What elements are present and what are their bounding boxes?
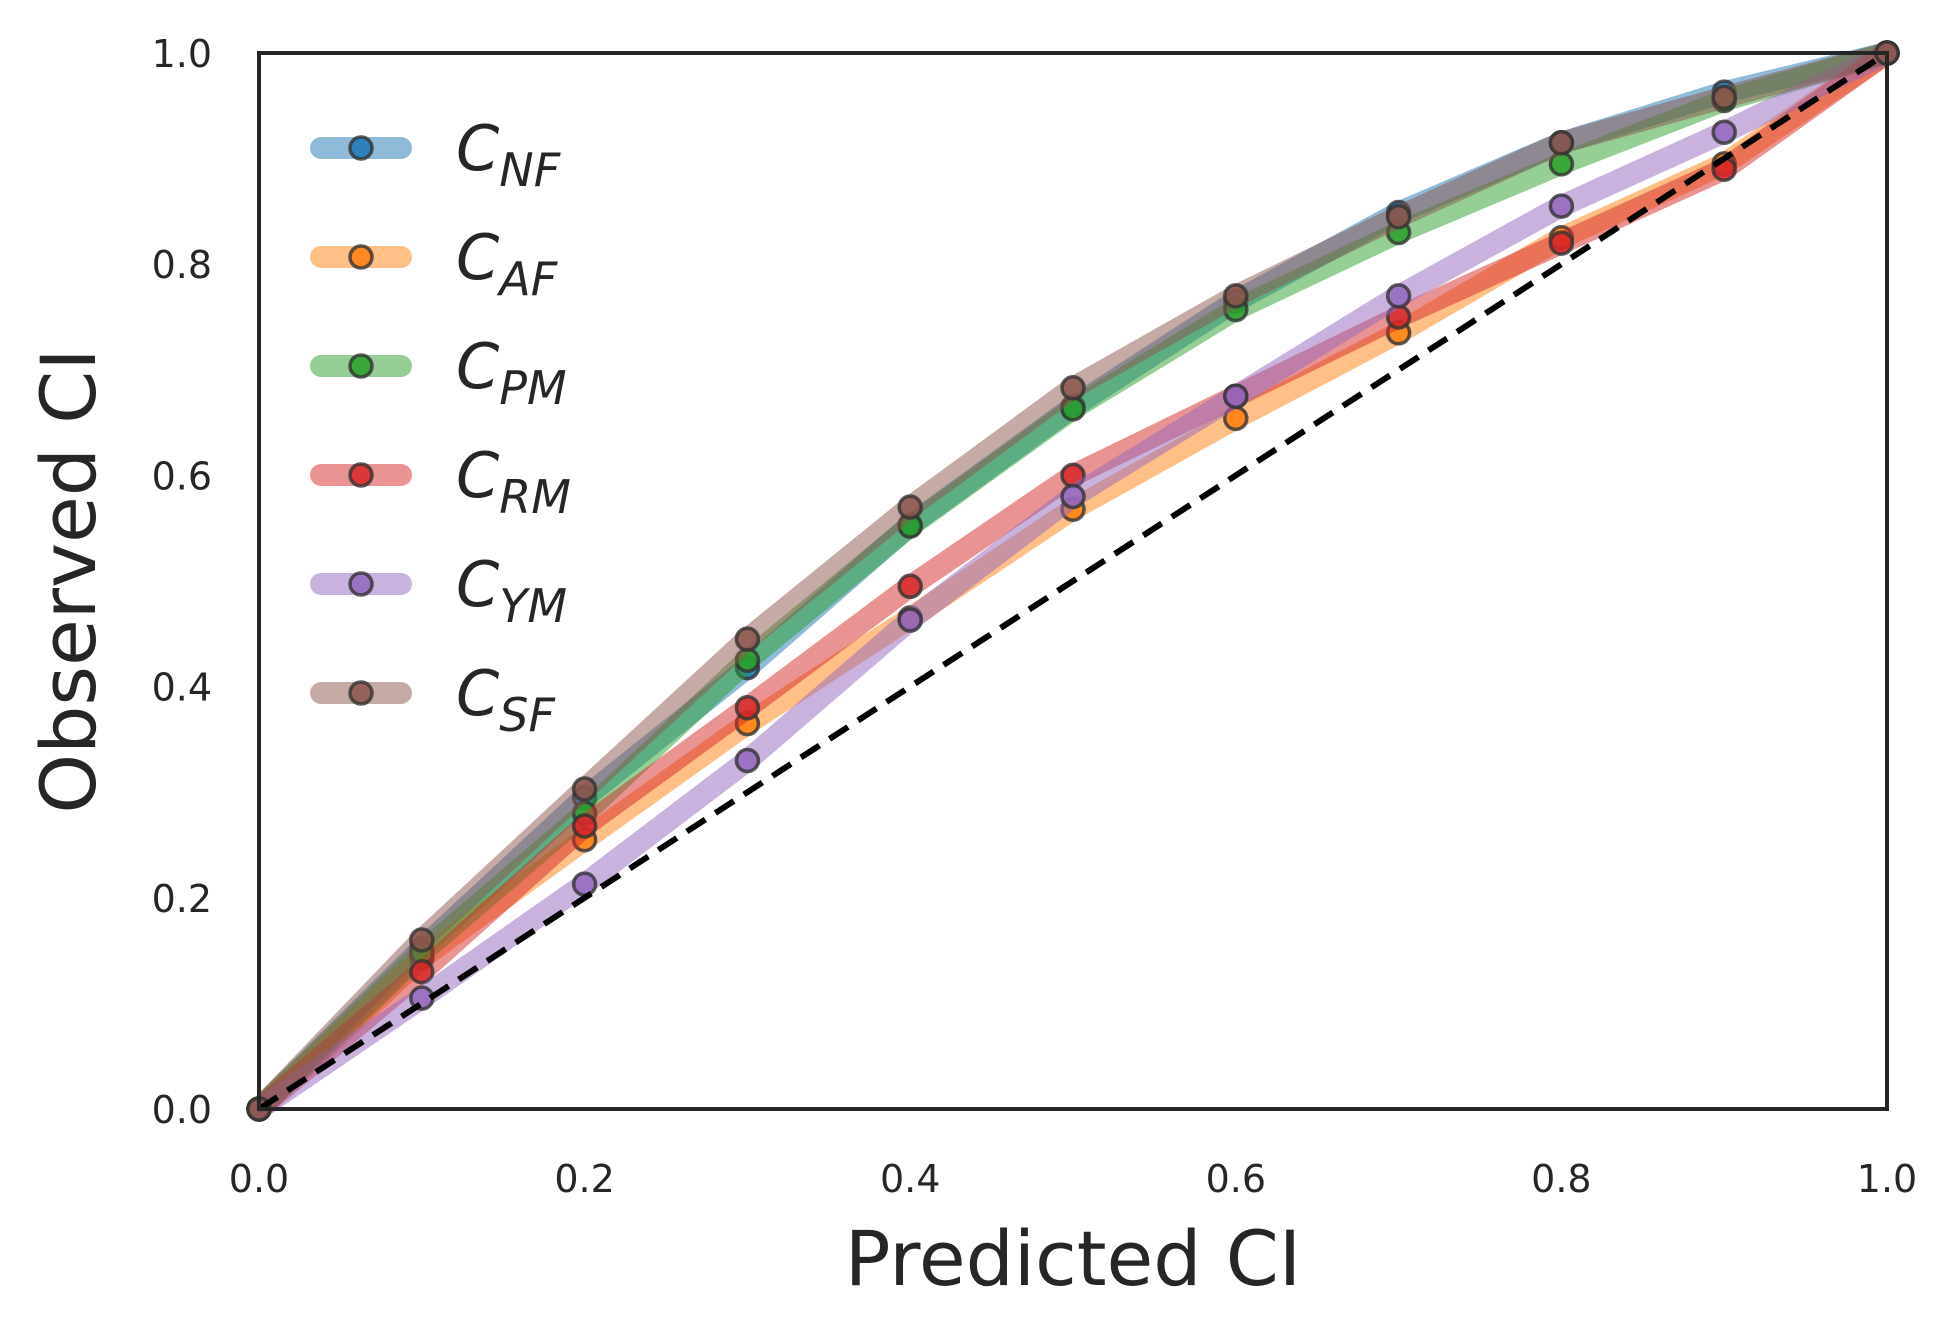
data-point <box>1060 483 1086 510</box>
series-sf <box>246 40 1900 1122</box>
y-tick-label: 0.6 <box>152 454 212 498</box>
legend-label: CYM <box>456 548 567 633</box>
data-point <box>571 813 598 839</box>
data-point <box>734 747 761 774</box>
legend-label: CNF <box>456 112 561 197</box>
x-tick-label: 0.8 <box>1531 1157 1591 1201</box>
data-point <box>734 694 761 721</box>
legend-label-subscript: SF <box>499 688 555 742</box>
y-axis-ticks: 0.0 0.2 0.4 0.6 0.8 1.0 <box>152 32 212 1132</box>
data-point <box>409 958 435 985</box>
y-tick-label: 0.4 <box>152 666 212 710</box>
legend-label-subscript: PM <box>499 361 566 415</box>
x-axis-ticks: 0.0 0.2 0.4 0.6 0.8 1.0 <box>229 1157 1917 1201</box>
y-tick-label: 1.0 <box>152 32 212 76</box>
data-point <box>897 573 923 600</box>
reference-layer <box>257 50 1889 1112</box>
legend-label-subscript: YM <box>499 579 567 633</box>
legend-swatch-marker <box>348 135 374 161</box>
legend-label-main: C <box>456 548 500 621</box>
x-tick-label: 0.2 <box>554 1157 614 1201</box>
legend-label-main: C <box>456 112 500 185</box>
legend-swatch-marker <box>348 244 374 270</box>
legend-label: CPM <box>456 330 567 415</box>
x-axis-label: Predicted CI <box>845 1214 1301 1303</box>
data-point <box>409 927 435 953</box>
data-point <box>1711 84 1737 111</box>
legend-label-subscript: NF <box>499 143 560 197</box>
legend-item-rm: CRM <box>310 439 571 524</box>
legend-swatch-marker <box>348 680 374 706</box>
legend-swatch-marker <box>348 571 374 597</box>
legend-label-main: C <box>456 330 500 403</box>
legend-label-main: C <box>456 439 500 512</box>
legend-label-subscript: RM <box>499 470 571 524</box>
legend-swatch-marker <box>348 353 374 379</box>
data-point <box>1548 130 1575 156</box>
x-tick-label: 0.0 <box>229 1157 289 1201</box>
data-point <box>1385 203 1412 230</box>
legend-item-ym: CYM <box>310 548 567 633</box>
y-axis-label: Observed CI <box>24 348 113 813</box>
legend-swatch-marker <box>348 462 374 488</box>
reference-diagonal <box>257 50 1889 1112</box>
data-point <box>1385 283 1412 309</box>
data-point <box>897 607 923 633</box>
x-tick-label: 1.0 <box>1857 1157 1917 1201</box>
data-point <box>571 871 598 897</box>
x-tick-label: 0.6 <box>1206 1157 1266 1201</box>
legend-label: CAF <box>456 221 558 306</box>
legend-item-nf: CNF <box>310 112 561 197</box>
data-point <box>1223 283 1249 309</box>
y-tick-label: 0.0 <box>152 1088 212 1132</box>
y-tick-label: 0.2 <box>152 877 212 921</box>
legend-item-sf: CSF <box>310 657 555 742</box>
data-point <box>897 494 923 520</box>
data-point <box>1548 193 1575 219</box>
data-point <box>734 626 761 652</box>
legend-label: CRM <box>456 439 571 524</box>
legend-item-pm: CPM <box>310 330 567 415</box>
data-point <box>1548 230 1575 256</box>
y-tick-label: 0.8 <box>152 243 212 287</box>
legend-item-af: CAF <box>310 221 558 306</box>
legend-label-main: C <box>456 657 500 730</box>
data-point <box>1711 119 1737 145</box>
data-point <box>1060 375 1086 401</box>
data-point <box>1223 383 1249 409</box>
plot-frame <box>257 51 1889 1111</box>
data-point <box>571 776 598 802</box>
legend-label-subscript: AF <box>496 252 557 306</box>
x-tick-label: 0.4 <box>880 1157 940 1201</box>
legend-label-main: C <box>456 221 500 294</box>
legend-label: CSF <box>456 657 555 742</box>
